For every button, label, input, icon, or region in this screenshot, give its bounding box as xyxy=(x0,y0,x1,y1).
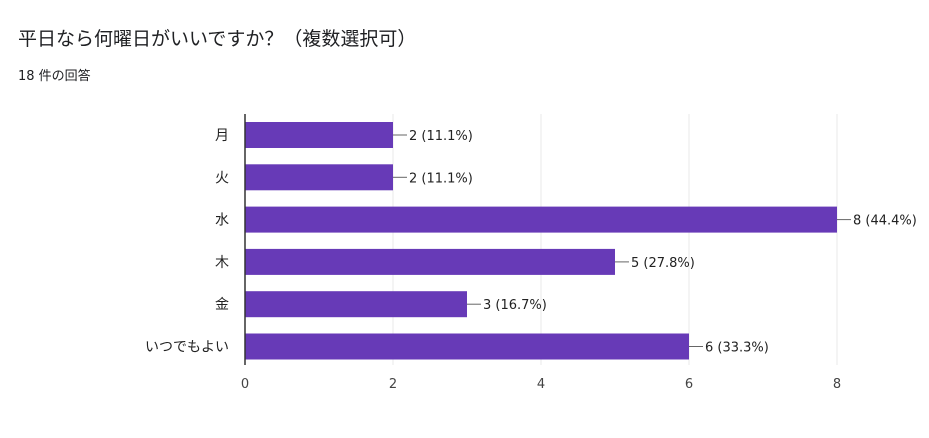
data-label: 6 (33.3%) xyxy=(705,341,769,356)
category-label: 水 xyxy=(215,213,229,229)
data-label: 3 (16.7%) xyxy=(483,298,547,313)
bar xyxy=(245,206,837,233)
category-label: いつでもよい xyxy=(145,340,229,356)
x-tick-label: 0 xyxy=(241,377,249,392)
category-label: 金 xyxy=(215,297,229,313)
x-tick-label: 4 xyxy=(537,377,545,392)
bar xyxy=(245,333,689,360)
data-label: 5 (27.8%) xyxy=(631,256,695,271)
x-tick-label: 6 xyxy=(685,377,693,392)
question-title: 平日なら何曜日がいいですか？（複数選択可） xyxy=(18,28,417,50)
data-label: 2 (11.1%) xyxy=(409,171,473,186)
data-label: 8 (44.4%) xyxy=(853,214,917,229)
category-label: 木 xyxy=(215,255,229,271)
bar xyxy=(245,164,393,191)
bar xyxy=(245,122,393,148)
bar xyxy=(245,291,467,318)
response-count: 18 件の回答 xyxy=(18,69,91,84)
data-label: 2 (11.1%) xyxy=(409,129,473,144)
x-tick-label: 8 xyxy=(833,377,841,392)
bar xyxy=(245,248,615,275)
x-tick-label: 2 xyxy=(389,377,397,392)
category-label: 月 xyxy=(215,128,229,144)
category-label: 火 xyxy=(215,170,229,186)
